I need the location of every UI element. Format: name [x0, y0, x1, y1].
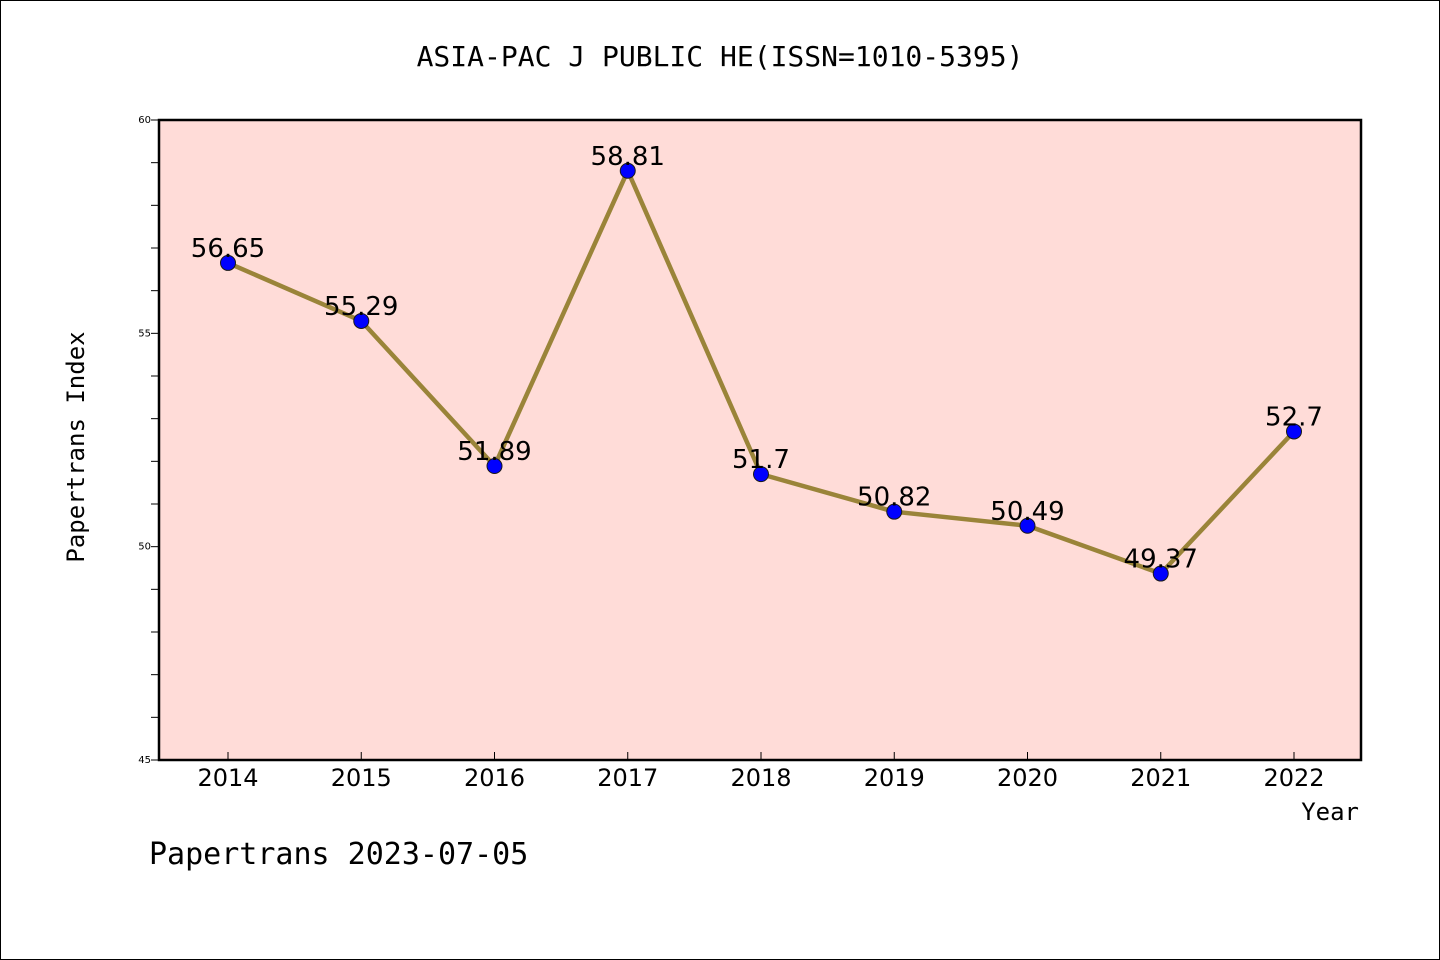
y-tick-label: 45 — [138, 755, 151, 766]
x-tick-label: 2021 — [1130, 764, 1191, 792]
data-point — [619, 162, 636, 179]
data-labels-group: 56.65 55.29 51.89 58.81 51.7 50.82 50.49 49.37 5… — [191, 142, 1323, 575]
y-axis: 45 50 55 60 — [138, 115, 159, 766]
data-point — [486, 458, 503, 475]
x-tick-label: 2022 — [1263, 764, 1324, 792]
data-point — [1152, 565, 1169, 582]
data-point — [1286, 423, 1302, 440]
footer-text: Papertrans 2023-07-05 — [149, 837, 528, 872]
data-label: 56.65 — [191, 234, 265, 264]
markers-group — [220, 162, 1302, 582]
data-point — [753, 466, 769, 483]
data-label: 50.82 — [857, 483, 931, 513]
x-axis-label: Year — [1301, 798, 1359, 826]
x-tick-label: 2015 — [331, 764, 392, 792]
y-tick-label: 55 — [138, 328, 151, 339]
data-label: 50.49 — [990, 497, 1064, 527]
data-point — [220, 254, 236, 271]
chart-title: ASIA-PAC J PUBLIC HE(ISSN=1010-5395) — [417, 40, 1024, 73]
x-axis: 2014 2015 2016 2017 2018 2019 2020 2021 2022 — [197, 752, 1325, 792]
plot-area — [157, 118, 1363, 762]
data-label: 52.7 — [1265, 402, 1323, 432]
x-tick-label: 2017 — [597, 764, 658, 792]
x-tick-label: 2018 — [730, 764, 791, 792]
data-label: 51.89 — [457, 437, 531, 467]
x-tick-label: 2019 — [864, 764, 925, 792]
y-tick-label: 50 — [138, 542, 151, 553]
data-point — [1019, 517, 1036, 534]
y-axis-label: Papertrans Index — [62, 331, 90, 562]
x-tick-label: 2016 — [464, 764, 525, 792]
y-tick-label: 60 — [138, 115, 151, 126]
data-point — [353, 312, 370, 329]
data-point — [886, 503, 903, 520]
data-label: 55.29 — [324, 292, 398, 322]
x-tick-label: 2020 — [997, 764, 1058, 792]
data-label: 51.7 — [732, 445, 790, 475]
data-label: 58.81 — [591, 142, 665, 172]
x-tick-label: 2014 — [197, 764, 258, 792]
data-label: 49.37 — [1124, 545, 1198, 575]
